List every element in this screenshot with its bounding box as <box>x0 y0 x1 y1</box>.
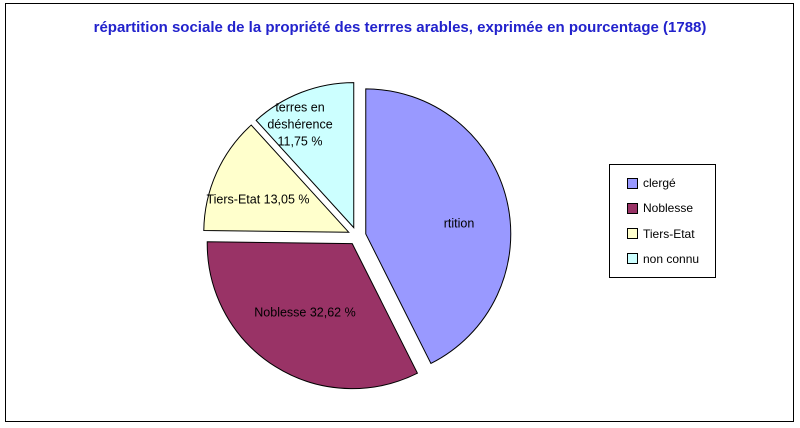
legend-label-clerge: clergé <box>643 176 676 191</box>
legend-label-non-connu: non connu <box>643 251 700 266</box>
chart-title: répartition sociale de la propriété des … <box>93 19 707 36</box>
legend-swatch-noblesse <box>627 202 638 214</box>
legend-label-noblesse: Noblesse <box>643 201 694 216</box>
pie-slice-non-connu <box>255 82 355 229</box>
slice-label-tiers-etat: Tiers-Etat 13,05 % <box>206 192 310 207</box>
legend-item-noblesse: Noblesse <box>627 201 715 215</box>
slice-label-clerge: rtition <box>443 216 475 231</box>
legend-item-non-connu: non connu <box>627 252 715 266</box>
slice-label-non-connu: terres en déshérence 11,75 % <box>267 100 333 149</box>
legend-swatch-tiers-etat <box>627 228 638 240</box>
legend-box: clergé Noblesse Tiers-Etat non connu <box>609 164 716 278</box>
pie-slice-tiers-etat <box>203 124 350 233</box>
pie-slice-clerge <box>365 88 512 365</box>
legend-item-tiers-etat: Tiers-Etat <box>627 227 715 241</box>
slice-label-noblesse: Noblesse 32,62 % <box>254 305 356 320</box>
legend-swatch-clerge <box>627 177 638 189</box>
pie-slice-noblesse <box>206 241 419 390</box>
legend-swatch-non-connu <box>627 253 638 265</box>
legend-item-clerge: clergé <box>627 176 715 190</box>
legend-label-tiers-etat: Tiers-Etat <box>643 226 695 241</box>
